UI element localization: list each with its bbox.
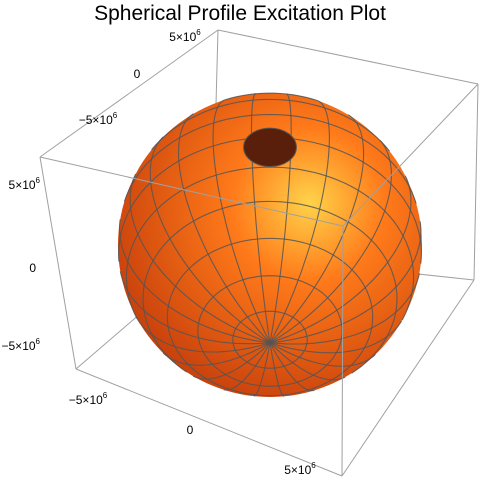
axis-tick-labels: −5×106 0 5×106 −5×106 0 5×106 −5×106 0 5×106 [2, 28, 317, 477]
box-edge [217, 29, 479, 85]
mesh-line [269, 273, 420, 345]
mesh-line [250, 93, 271, 343]
mesh-line [269, 342, 285, 397]
y-tick-label: 0 [134, 67, 141, 81]
mesh-line [135, 316, 271, 353]
box-edge [39, 29, 219, 158]
mesh-line [269, 175, 412, 344]
mesh-line [269, 320, 403, 354]
mesh-line [269, 342, 376, 367]
y-tick-label: 5×106 [169, 28, 201, 44]
z-tick-label: −5×106 [2, 337, 41, 353]
box-edge [39, 156, 344, 227]
mesh-line [192, 342, 271, 380]
mesh-line [269, 114, 365, 344]
mesh-line [149, 136, 271, 344]
z-tick-label: 0 [29, 261, 36, 275]
mesh-line [269, 93, 292, 343]
x-tick-label: 5×106 [284, 461, 316, 477]
box-edge [341, 225, 344, 477]
box-edge [341, 279, 475, 477]
z-tick-label: 5×106 [9, 176, 41, 192]
mesh-line [224, 92, 318, 102]
bounding-box-front [39, 29, 479, 477]
mesh-line [269, 140, 392, 344]
mesh-line [177, 113, 271, 344]
mesh-line [212, 99, 271, 343]
polar-cap [243, 127, 297, 168]
mesh-line [351, 312, 397, 374]
mesh-line [269, 221, 422, 344]
mesh-line [119, 271, 271, 345]
mesh-line [223, 342, 271, 391]
box-edge [342, 83, 479, 227]
x-tick-label: −5×106 [69, 391, 108, 407]
y-tick-label: −5×106 [79, 111, 118, 127]
sphere-mesh [118, 92, 422, 397]
mesh-line [269, 99, 330, 343]
mesh-line [269, 342, 346, 381]
mesh-line [118, 219, 271, 344]
box-edge [75, 368, 343, 477]
mesh-line [269, 342, 315, 392]
mesh-line [123, 113, 417, 204]
box-edge [39, 156, 77, 370]
mesh-line [162, 342, 271, 366]
mesh-line [401, 292, 413, 321]
mesh-line [151, 98, 391, 152]
mesh-line [142, 200, 398, 373]
chart-title: Spherical Profile Excitation Plot [94, 2, 386, 25]
mesh-line [253, 342, 271, 397]
x-tick-label: 0 [187, 423, 194, 437]
mesh-line [129, 173, 271, 344]
box-edge [473, 83, 479, 281]
